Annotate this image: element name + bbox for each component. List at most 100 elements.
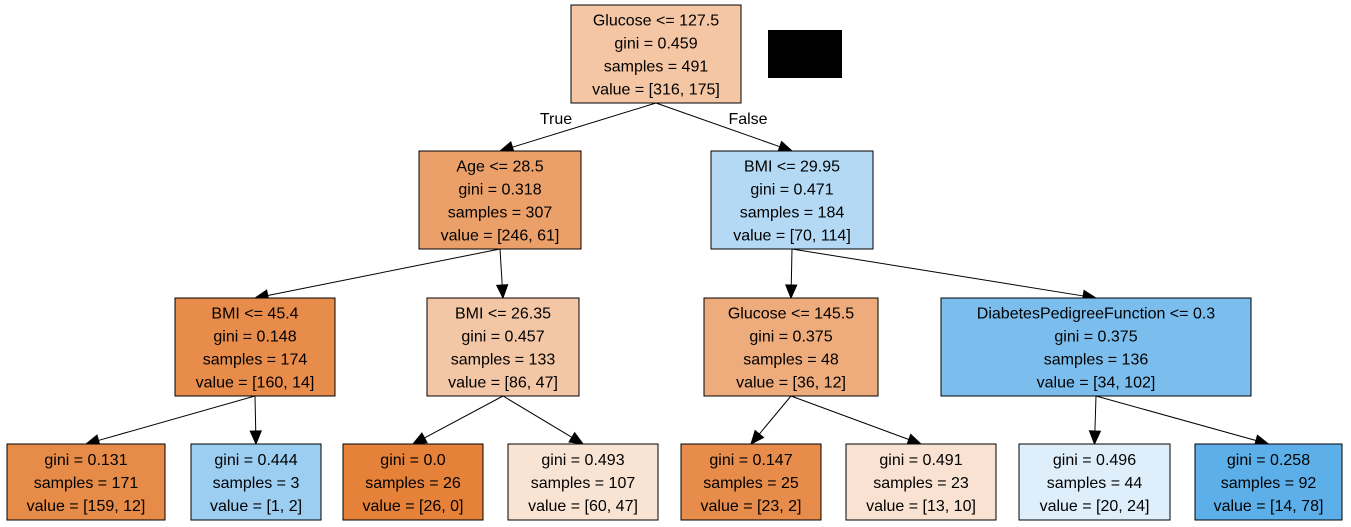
node-text-line: samples = 25	[703, 475, 799, 492]
node-text-line: samples = 3	[213, 475, 300, 492]
node-text-line: gini = 0.318	[458, 182, 541, 199]
node-box	[680, 443, 822, 521]
tree-node-n14: gini = 0.258 samples = 92 value = [14, 78]	[1194, 443, 1343, 521]
edge-line	[502, 395, 573, 438]
node-text-line: samples = 26	[365, 475, 461, 492]
tree-edge-n3-n7	[84, 395, 256, 447]
node-text-line: value = [14, 78]	[1214, 498, 1324, 515]
tree-edge-n5-n11	[750, 395, 792, 445]
node-text-line: value = [23, 2]	[701, 498, 802, 515]
node-text-line: value = [86, 47]	[448, 375, 558, 392]
tree-edge-n6-n13	[1088, 395, 1102, 446]
node-text-line: value = [60, 47]	[528, 498, 638, 515]
tree-node-n6: DiabetesPedigreeFunction <= 0.3 gini = 0.…	[940, 297, 1252, 397]
edge-line	[790, 248, 793, 286]
tree-edge-n5-n12	[790, 395, 923, 446]
arrowhead-icon	[1088, 430, 1102, 446]
arrowhead-icon	[495, 284, 509, 300]
tree-node-n4: BMI <= 26.35 gini = 0.457 samples = 133 val…	[426, 297, 580, 397]
node-box	[507, 443, 659, 521]
node-text-line: gini = 0.471	[750, 182, 833, 199]
node-text-line: samples = 307	[448, 205, 553, 222]
edge-label: True	[540, 111, 572, 128]
edge-line	[790, 395, 909, 440]
node-text-line: Age <= 28.5	[456, 159, 543, 176]
edge-label: False	[728, 111, 767, 128]
node-text-line: DiabetesPedigreeFunction <= 0.3	[977, 306, 1215, 323]
node-text-line: gini = 0.0	[380, 452, 445, 469]
node-box	[1018, 443, 1171, 521]
tree-edge-n2-n6	[791, 248, 1098, 303]
node-box	[570, 4, 742, 104]
node-text-line: samples = 48	[743, 352, 839, 369]
edge-line	[512, 102, 657, 148]
node-box	[342, 443, 484, 521]
node-box	[418, 150, 582, 250]
tree-edge-n3-n8	[249, 395, 262, 446]
edge-line	[1094, 395, 1097, 432]
tree-node-n7: gini = 0.131 samples = 171 value = [159, 1…	[6, 443, 166, 521]
node-text-line: samples = 491	[604, 59, 709, 76]
node-box	[845, 443, 997, 521]
node-text-line: samples = 23	[873, 475, 969, 492]
node-text-line: value = [160, 14]	[196, 375, 315, 392]
node-text-line: gini = 0.258	[1227, 452, 1310, 469]
node-text-line: gini = 0.496	[1053, 452, 1136, 469]
node-text-line: samples = 107	[531, 475, 636, 492]
edge-line	[98, 395, 256, 441]
node-text-line: gini = 0.131	[44, 452, 127, 469]
edge-line	[267, 248, 501, 296]
node-box	[703, 297, 879, 397]
edge-line	[499, 248, 503, 286]
node-box	[190, 443, 322, 521]
tree-edge-n1-n3	[253, 248, 501, 302]
node-box	[426, 297, 580, 397]
node-text-line: gini = 0.148	[213, 329, 296, 346]
tree-node-n3: BMI <= 45.4 gini = 0.148 samples = 174 valu…	[174, 297, 336, 397]
tree-edge-n4-n10	[502, 395, 585, 445]
tree-node-n1: Age <= 28.5 gini = 0.318 samples = 307 valu…	[418, 150, 582, 250]
node-text-line: BMI <= 26.35	[455, 306, 551, 323]
arrowhead-icon	[568, 431, 585, 445]
node-text-line: value = [159, 12]	[27, 498, 146, 515]
tree-edge-n0-n2: False	[655, 102, 794, 153]
tree-node-n0: Glucose <= 127.5 gini = 0.459 samples = 49…	[570, 4, 742, 104]
node-text-line: gini = 0.459	[614, 36, 697, 53]
node-text-line: Glucose <= 145.5	[728, 306, 854, 323]
tree-node-n13: gini = 0.496 samples = 44 value = [20, 24]	[1018, 443, 1171, 521]
redaction-block	[768, 30, 842, 78]
edges-layer: True False	[84, 102, 1270, 447]
node-text-line: samples = 174	[203, 352, 308, 369]
node-text-line: gini = 0.375	[1054, 329, 1137, 346]
node-text-line: samples = 133	[451, 352, 556, 369]
arrowhead-icon	[249, 430, 262, 446]
node-text-line: BMI <= 29.95	[744, 159, 840, 176]
node-text-line: gini = 0.147	[709, 452, 792, 469]
tree-node-n5: Glucose <= 145.5 gini = 0.375 samples = 48…	[703, 297, 879, 397]
node-text-line: value = [20, 24]	[1040, 498, 1150, 515]
node-text-line: samples = 92	[1221, 475, 1317, 492]
node-text-line: gini = 0.491	[879, 452, 962, 469]
node-text-line: value = [26, 0]	[363, 498, 464, 515]
node-text-line: value = [70, 114]	[733, 228, 851, 245]
tree-edge-n6-n14	[1095, 395, 1270, 447]
node-text-line: samples = 171	[34, 475, 139, 492]
node-text-line: samples = 184	[740, 205, 845, 222]
node-text-line: samples = 44	[1047, 475, 1143, 492]
tree-edge-n4-n9	[411, 395, 504, 445]
tree-edge-n0-n1: True	[498, 102, 657, 154]
tree-node-n2: BMI <= 29.95 gini = 0.471 samples = 184 val…	[710, 150, 874, 250]
node-box	[940, 297, 1252, 397]
edge-line	[758, 395, 792, 435]
node-text-line: BMI <= 45.4	[211, 306, 298, 323]
nodes-layer: Glucose <= 127.5 gini = 0.459 samples = 49…	[6, 4, 1343, 521]
edge-line	[655, 102, 780, 148]
node-box	[6, 443, 166, 521]
node-text-line: gini = 0.375	[749, 329, 832, 346]
arrowhead-icon	[411, 432, 428, 445]
edge-line	[254, 395, 257, 432]
tree-node-n11: gini = 0.147 samples = 25 value = [23, 2]	[680, 443, 822, 521]
tree-node-n12: gini = 0.491 samples = 23 value = [13, 10]	[845, 443, 997, 521]
node-text-line: value = [13, 10]	[866, 498, 976, 515]
